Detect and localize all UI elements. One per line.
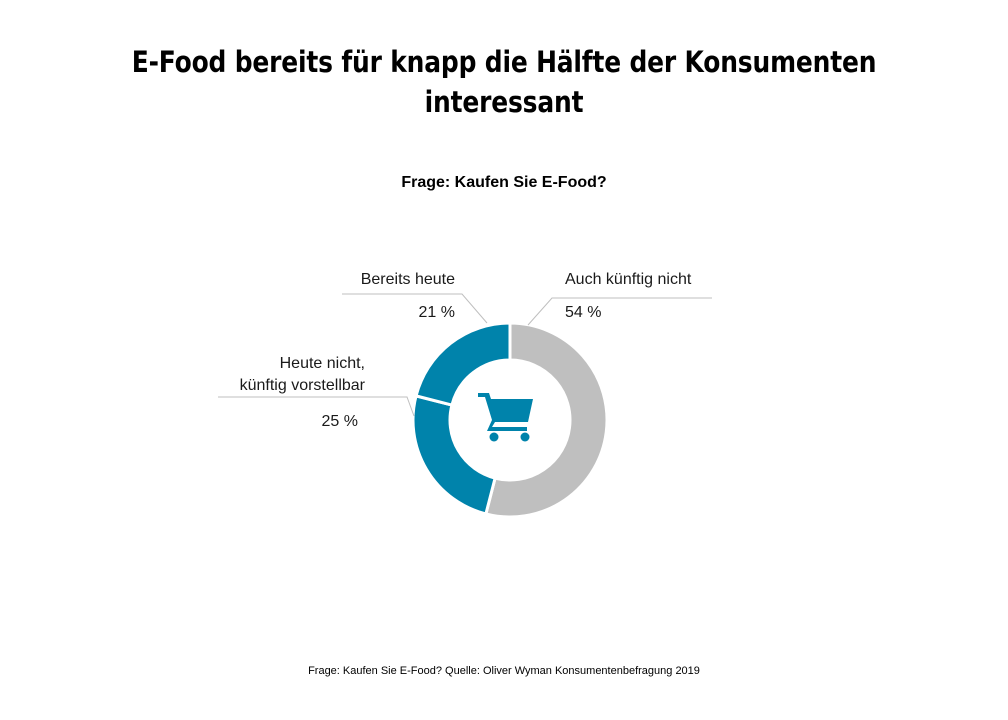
shopping-cart-icon <box>478 393 533 442</box>
leader-line-heute-nicht <box>218 396 415 417</box>
leader-line-auch-kuenftig-nicht <box>527 297 712 326</box>
chart-subtitle: Frage: Kaufen Sie E-Food? <box>401 174 607 191</box>
slice-label-heute-nicht-line-1: Heute nicht, <box>280 355 365 372</box>
source-note: Frage: Kaufen Sie E-Food? Quelle: Oliver… <box>308 665 700 677</box>
slice-label-heute-nicht-line-2: künftig vorstellbar <box>240 377 366 394</box>
chart-title-line-2: interessant <box>424 85 584 119</box>
chart-title: E-Food bereits für knapp die Hälfte der … <box>71 42 938 122</box>
slice-value-bereits-heute: 21 % <box>419 304 455 321</box>
chart-title-line-1: E-Food bereits für knapp die Hälfte der … <box>131 45 877 79</box>
donut-slice-auch-kuenftig-nicht <box>484 321 609 519</box>
donut-slice-bereits-heute <box>414 321 512 407</box>
slice-label-bereits-heute: Bereits heute <box>361 271 455 288</box>
slice-value-auch-kuenftig-nicht: 54 % <box>565 304 601 321</box>
donut-slices <box>411 321 609 519</box>
slice-value-heute-nicht: 25 % <box>322 413 358 430</box>
donut-slice-heute-nicht <box>411 394 497 516</box>
leader-lines <box>218 293 712 417</box>
slice-label-auch-kuenftig-nicht: Auch künftig nicht <box>565 271 692 288</box>
leader-line-bereits-heute <box>342 293 488 324</box>
